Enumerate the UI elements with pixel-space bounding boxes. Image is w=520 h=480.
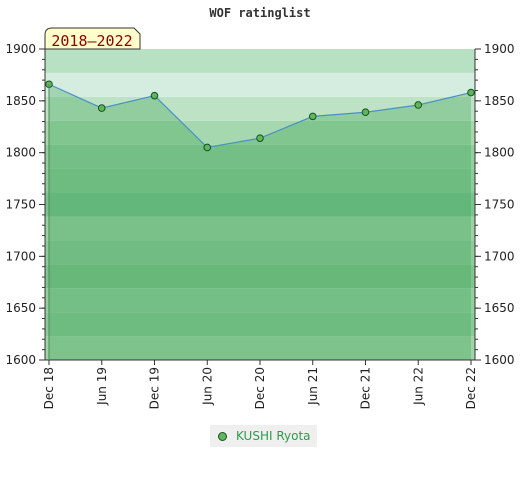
y-tick-label-right: 1700 bbox=[484, 249, 515, 263]
data-point bbox=[308, 112, 317, 121]
data-point bbox=[203, 143, 212, 152]
x-tick-label: Jun 22 bbox=[411, 367, 425, 406]
background-band bbox=[45, 144, 475, 169]
background-bands bbox=[45, 49, 475, 360]
y-tick-label-left: 1600 bbox=[5, 353, 36, 367]
background-band bbox=[45, 336, 475, 360]
y-tick-label-right: 1850 bbox=[484, 94, 515, 108]
background-band bbox=[45, 120, 475, 145]
axes: 1600 1600 1650 1650 1700 1700 1750 1750 1800 1800… bbox=[5, 42, 514, 409]
chart-title: WOF ratinglist bbox=[209, 6, 310, 20]
period-label: 2018–2022 bbox=[51, 32, 132, 50]
data-point bbox=[361, 108, 370, 117]
background-band bbox=[45, 264, 475, 289]
background-band bbox=[45, 192, 475, 217]
background-band bbox=[45, 312, 475, 337]
y-tick-label-left: 1750 bbox=[5, 198, 36, 212]
y-tick-label-left: 1650 bbox=[5, 301, 36, 315]
y-tick-label-left: 1800 bbox=[5, 146, 36, 160]
period-badge: 2018–2022 bbox=[44, 27, 141, 50]
legend: KUSHI Ryota bbox=[210, 425, 317, 447]
background-band bbox=[45, 216, 475, 241]
data-point bbox=[467, 88, 475, 97]
y-tick-label-right: 1900 bbox=[484, 42, 515, 56]
y-tick-label-left: 1850 bbox=[5, 94, 36, 108]
y-tick-label-left: 1900 bbox=[5, 42, 36, 56]
legend-marker-icon bbox=[218, 431, 227, 441]
x-tick-label: Jun 19 bbox=[95, 367, 109, 406]
background-band bbox=[45, 168, 475, 193]
background-band bbox=[45, 288, 475, 313]
y-tick-label-left: 1700 bbox=[5, 249, 36, 263]
series-area-fill bbox=[49, 84, 471, 360]
x-tick-label: Dec 20 bbox=[253, 367, 267, 409]
x-tick-label: Jun 21 bbox=[306, 367, 320, 406]
x-tick-label: Dec 22 bbox=[464, 367, 478, 409]
data-point bbox=[256, 134, 264, 142]
background-band bbox=[45, 49, 475, 73]
data-point bbox=[414, 101, 423, 109]
legend-series-name: KUSHI Ryota bbox=[236, 429, 311, 443]
x-tick-label: Dec 21 bbox=[359, 367, 373, 409]
y-tick-label-right: 1650 bbox=[484, 301, 515, 315]
x-tick-label: Dec 19 bbox=[148, 367, 162, 409]
y-tick-label-right: 1750 bbox=[484, 198, 515, 212]
x-tick-label: Dec 18 bbox=[42, 367, 56, 409]
background-band bbox=[45, 72, 475, 97]
y-tick-label-right: 1600 bbox=[484, 353, 515, 367]
x-tick-label: Jun 20 bbox=[200, 367, 214, 406]
background-band bbox=[45, 240, 475, 265]
data-point bbox=[97, 104, 106, 112]
data-point bbox=[150, 91, 159, 100]
y-tick-label-right: 1800 bbox=[484, 146, 515, 160]
